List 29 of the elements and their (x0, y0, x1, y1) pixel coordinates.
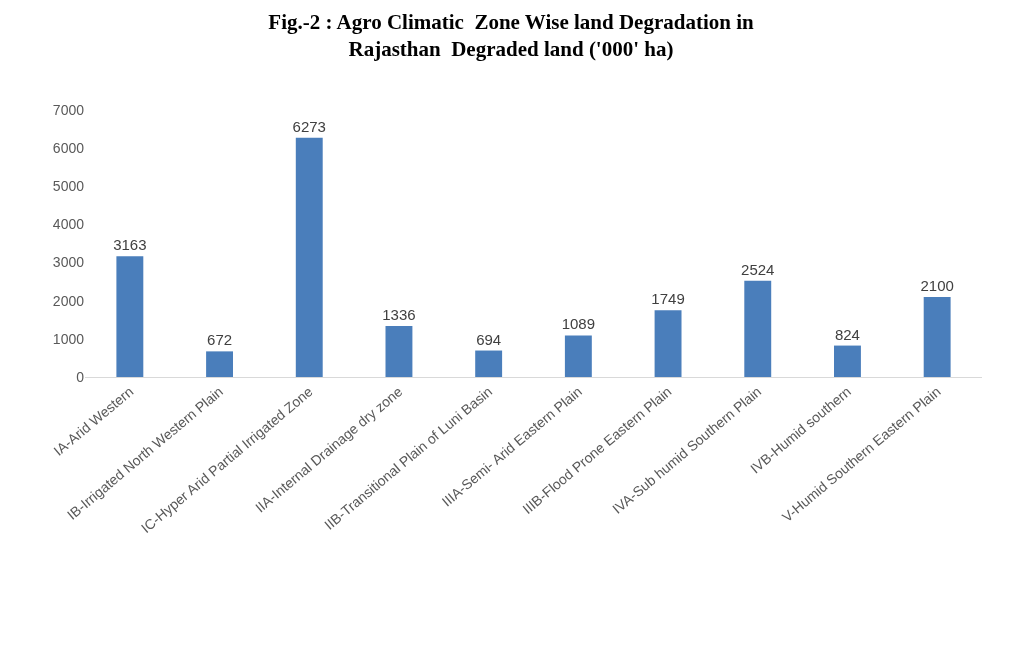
data-label: 1749 (651, 290, 685, 308)
data-label: 2100 (920, 276, 954, 294)
data-label: 672 (207, 331, 233, 349)
y-tick-label: 5000 (52, 178, 85, 195)
data-label: 6273 (292, 117, 326, 135)
bar (295, 137, 323, 377)
y-tick-label: 4000 (52, 216, 85, 233)
data-label: 694 (476, 330, 502, 348)
data-label: 1089 (561, 315, 596, 333)
bar (116, 256, 144, 377)
bar (385, 326, 413, 377)
data-label: 1336 (382, 306, 416, 324)
bar (923, 296, 951, 377)
bar (475, 350, 503, 377)
y-tick-label: 3000 (52, 254, 85, 271)
y-tick-label: 7000 (52, 101, 85, 118)
bar (206, 351, 234, 377)
data-label: 824 (834, 325, 860, 343)
data-label: 3163 (113, 236, 147, 254)
chart-title: Fig.-2 : Agro Climatic Zone Wise land Degradation in Rajasthan Degraded land ('000' ha) (268, 10, 754, 62)
y-tick-label: 0 (76, 368, 85, 385)
y-tick-label: 1000 (52, 330, 85, 347)
bar (654, 310, 682, 377)
bar (744, 280, 772, 377)
bar (834, 345, 861, 377)
y-tick-label: 6000 (52, 140, 85, 157)
y-tick-label: 2000 (52, 292, 85, 309)
data-label: 2524 (741, 260, 775, 278)
bar (564, 335, 592, 377)
